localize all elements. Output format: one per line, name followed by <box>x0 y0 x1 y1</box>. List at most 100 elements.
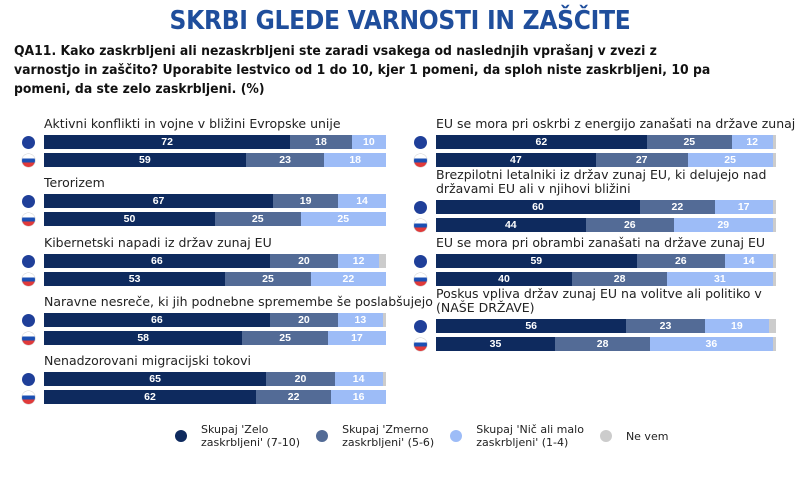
bar-segment-very: 56 <box>436 319 627 333</box>
bar-segment-very: 59 <box>44 153 246 167</box>
bar-segment-moderate: 26 <box>585 218 674 232</box>
bar-segment-little: 19 <box>704 319 770 333</box>
bar-segment-moderate: 20 <box>269 254 339 268</box>
bar-segment-dontknow <box>769 319 776 333</box>
bar-eu: 56 23 19 <box>436 319 776 333</box>
bar-segment-moderate: 28 <box>555 337 651 351</box>
slovenia-flag-icon <box>22 213 35 226</box>
bar-segment-dontknow <box>382 372 386 386</box>
bar-segment-moderate: 25 <box>646 135 732 149</box>
bar-si: 40 28 31 <box>436 272 776 286</box>
legend-label: Ne vem <box>625 429 669 443</box>
bar-eu: 60 22 17 <box>436 200 776 214</box>
bar-segment-moderate: 23 <box>626 319 705 333</box>
bar-segment-dontknow <box>382 313 386 327</box>
bar-segment-little: 12 <box>338 254 380 268</box>
legend-dot-icon <box>450 430 463 442</box>
legend-item-little: Skupaj 'Nič ali malo zaskrbljeni' (1-4) <box>450 423 584 449</box>
bar-segment-little: 17 <box>714 200 773 214</box>
bar-segment-moderate: 23 <box>245 153 325 167</box>
bar-segment-dontknow <box>772 337 776 351</box>
bar-eu: 67 19 14 <box>44 194 386 208</box>
bar-segment-very: 50 <box>44 212 215 226</box>
bar-si: 47 27 25 <box>436 153 776 167</box>
bar-segment-little: 31 <box>667 272 773 286</box>
slovenia-flag-icon <box>22 391 35 404</box>
legend: Skupaj 'Zelo zaskrbljeni' (7-10) Skupaj 'Z… <box>175 423 684 449</box>
bar-segment-little: 25 <box>300 212 386 226</box>
bar-segment-dontknow <box>772 135 776 149</box>
eu-flag-icon <box>414 201 427 214</box>
item-label: Naravne nesreče, ki jih podnebne spremem… <box>44 294 433 309</box>
bar-segment-very: 65 <box>44 372 267 386</box>
bar-segment-dontknow <box>772 200 776 214</box>
bar-segment-very: 62 <box>436 135 647 149</box>
item-label: Brezpilotni letalniki iz držav zunaj EU,… <box>436 167 767 196</box>
bar-si: 35 28 36 <box>436 337 776 351</box>
legend-label: Skupaj 'Nič ali malo zaskrbljeni' (1-4) <box>476 423 584 449</box>
bar-segment-dontknow <box>772 218 776 232</box>
item-label: Aktivni konflikti in vojne v bližini Evr… <box>44 116 341 131</box>
bar-segment-very: 66 <box>44 313 270 327</box>
bar-si: 58 25 17 <box>44 331 386 345</box>
eu-flag-icon <box>414 136 427 149</box>
bar-segment-moderate: 27 <box>595 153 688 167</box>
eu-flag-icon <box>22 136 35 149</box>
eu-flag-icon <box>414 320 427 333</box>
bar-segment-little: 25 <box>687 153 773 167</box>
slovenia-flag-icon <box>22 332 35 345</box>
legend-item-dontknow: Ne vem <box>599 429 669 443</box>
bar-segment-very: 67 <box>44 194 274 208</box>
bar-segment-moderate: 20 <box>269 313 339 327</box>
bar-segment-little: 29 <box>673 218 773 232</box>
bar-segment-very: 58 <box>44 331 243 345</box>
slovenia-flag-icon <box>414 273 427 286</box>
bar-segment-moderate: 20 <box>266 372 335 386</box>
bar-segment-moderate: 18 <box>290 135 352 149</box>
bar-segment-little: 22 <box>310 272 386 286</box>
item-label: EU se mora pri obrambi zanašati na držav… <box>436 235 766 250</box>
item-label: EU se mora pri oskrbi z energijo zanašat… <box>436 116 800 131</box>
legend-label: Skupaj 'Zelo zaskrbljeni' (7-10) <box>201 423 301 449</box>
bar-segment-dontknow <box>772 272 776 286</box>
bar-segment-little: 12 <box>731 135 773 149</box>
bar-segment-little: 17 <box>327 331 386 345</box>
bar-segment-little: 18 <box>324 153 386 167</box>
slovenia-flag-icon <box>22 154 35 167</box>
bar-segment-little: 10 <box>351 135 386 149</box>
bar-si: 59 23 18 <box>44 153 386 167</box>
eu-flag-icon <box>22 314 35 327</box>
bar-eu: 66 20 12 <box>44 254 386 268</box>
legend-dot-icon <box>599 430 612 442</box>
eu-flag-icon <box>22 255 35 268</box>
eu-flag-icon <box>414 255 427 268</box>
bar-segment-moderate: 25 <box>225 272 311 286</box>
bar-eu: 66 20 13 <box>44 313 386 327</box>
bar-si: 44 26 29 <box>436 218 776 232</box>
bar-segment-very: 59 <box>436 254 637 268</box>
slovenia-flag-icon <box>414 154 427 167</box>
bar-segment-very: 44 <box>436 218 586 232</box>
eu-flag-icon <box>22 195 35 208</box>
bar-segment-moderate: 25 <box>242 331 328 345</box>
bar-segment-very: 47 <box>436 153 596 167</box>
question-text: QA11. Kako zaskrbljeni ali nezaskrbljeni… <box>14 43 711 97</box>
slovenia-flag-icon <box>414 219 427 232</box>
bar-eu: 65 20 14 <box>44 372 386 386</box>
bar-segment-little: 36 <box>650 337 773 351</box>
bar-segment-very: 60 <box>436 200 640 214</box>
item-label: Nenadzorovani migracijski tokovi <box>44 353 251 368</box>
bar-segment-moderate: 19 <box>273 194 339 208</box>
legend-dot-icon <box>175 430 187 442</box>
bar-si: 50 25 25 <box>44 212 386 226</box>
legend-item-very: Skupaj 'Zelo zaskrbljeni' (7-10) <box>175 423 300 449</box>
bar-segment-moderate: 22 <box>256 390 332 404</box>
bar-segment-little: 14 <box>334 372 383 386</box>
bar-segment-very: 35 <box>436 337 555 351</box>
bar-segment-dontknow <box>772 153 776 167</box>
bar-segment-very: 53 <box>44 272 226 286</box>
bar-eu: 62 25 12 <box>436 135 776 149</box>
bar-eu: 72 18 10 <box>44 135 386 149</box>
chart-title: SKRBI GLEDE VARNOSTI IN ZAŠČITE <box>169 6 631 36</box>
